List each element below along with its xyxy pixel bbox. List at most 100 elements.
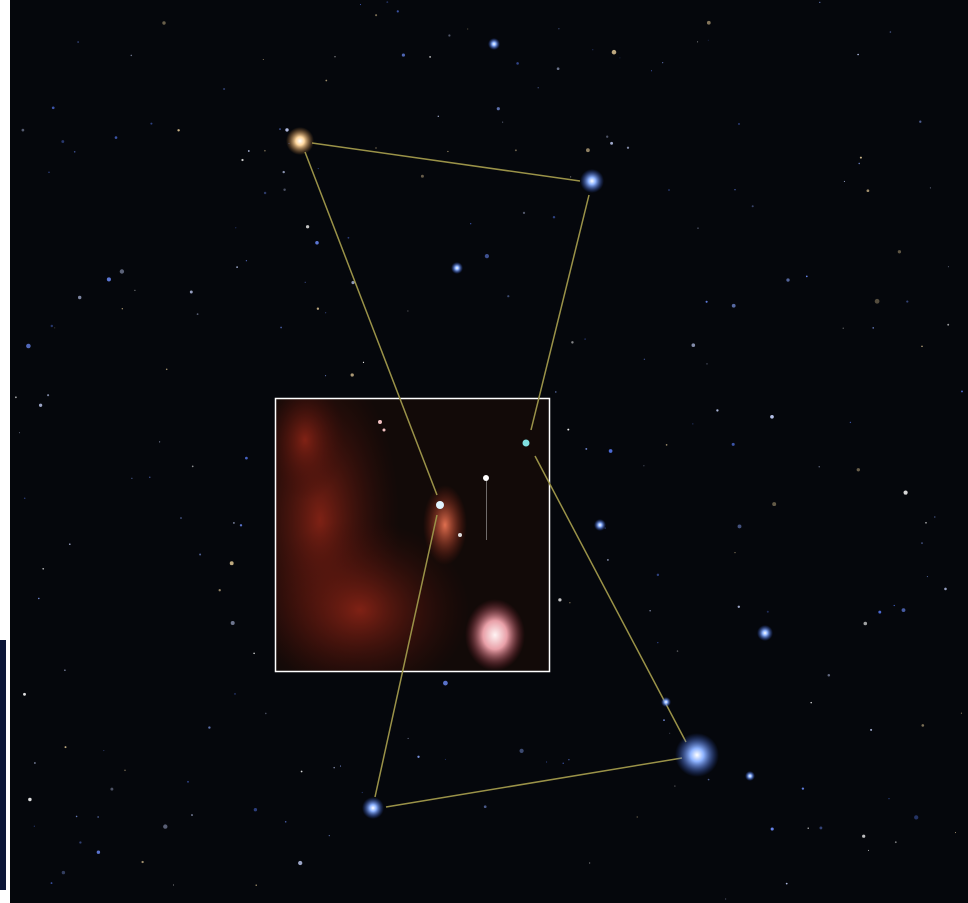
star	[903, 490, 908, 495]
star	[483, 475, 489, 481]
star	[801, 787, 805, 790]
star	[657, 641, 659, 644]
star	[656, 573, 660, 577]
star	[103, 750, 105, 752]
star	[444, 758, 446, 760]
star	[770, 827, 774, 831]
star	[859, 156, 862, 159]
star	[208, 726, 211, 729]
star	[484, 254, 489, 259]
star	[914, 815, 919, 820]
star	[906, 300, 909, 303]
star	[68, 543, 71, 546]
star	[159, 441, 161, 443]
star	[818, 466, 820, 468]
star	[253, 808, 258, 812]
star	[507, 295, 510, 298]
star	[738, 123, 740, 125]
star	[196, 313, 199, 315]
star	[731, 442, 735, 446]
star	[586, 148, 590, 153]
star	[50, 882, 53, 885]
star	[149, 476, 151, 478]
star	[661, 697, 671, 707]
star	[857, 53, 859, 56]
star	[960, 712, 962, 714]
star	[420, 174, 424, 178]
star	[954, 832, 957, 834]
star	[282, 170, 285, 174]
star	[162, 21, 166, 25]
star	[467, 28, 469, 30]
star	[872, 327, 874, 329]
star	[568, 759, 570, 761]
star	[130, 54, 133, 57]
star	[894, 841, 897, 844]
star	[470, 223, 472, 225]
star	[54, 327, 56, 329]
star	[110, 787, 114, 791]
star	[697, 227, 699, 229]
star	[458, 533, 462, 537]
star	[239, 524, 243, 527]
star	[843, 180, 845, 182]
star	[897, 250, 902, 254]
star	[866, 189, 870, 193]
star	[73, 151, 76, 153]
star	[502, 121, 504, 123]
star	[934, 516, 936, 518]
star	[241, 158, 244, 162]
star	[131, 477, 133, 479]
star	[745, 771, 755, 781]
star	[300, 770, 303, 773]
star	[234, 693, 236, 695]
star	[429, 55, 432, 58]
star-bellatrix	[580, 169, 604, 193]
star	[594, 519, 606, 531]
star	[284, 821, 287, 823]
star	[334, 56, 336, 58]
star	[247, 150, 250, 152]
star	[14, 396, 17, 399]
star	[608, 449, 613, 453]
star	[141, 860, 144, 864]
star	[819, 1, 821, 3]
star	[921, 724, 925, 727]
star	[676, 650, 679, 652]
star	[921, 345, 923, 348]
star	[697, 41, 699, 43]
star	[47, 394, 50, 397]
star	[50, 324, 54, 328]
star	[611, 49, 617, 55]
star	[187, 780, 189, 783]
star	[77, 41, 79, 43]
star	[448, 34, 451, 37]
star	[263, 191, 267, 195]
star	[606, 135, 609, 138]
star	[191, 465, 194, 468]
star	[901, 608, 906, 612]
star	[807, 827, 809, 829]
left-bar	[0, 640, 6, 890]
star	[668, 189, 670, 191]
star	[692, 423, 694, 425]
star	[893, 604, 895, 607]
star	[496, 107, 500, 111]
star	[665, 444, 668, 446]
star	[929, 187, 931, 189]
star	[555, 391, 557, 393]
star	[827, 673, 831, 677]
star	[229, 561, 234, 566]
star	[558, 28, 560, 30]
star	[724, 898, 727, 900]
star	[944, 587, 947, 591]
star	[163, 824, 168, 829]
star	[483, 805, 487, 809]
star	[734, 552, 736, 554]
star	[304, 281, 306, 283]
star	[199, 553, 202, 556]
background-stars	[14, 1, 963, 900]
star	[669, 732, 671, 734]
star	[191, 814, 193, 816]
star	[51, 106, 55, 110]
